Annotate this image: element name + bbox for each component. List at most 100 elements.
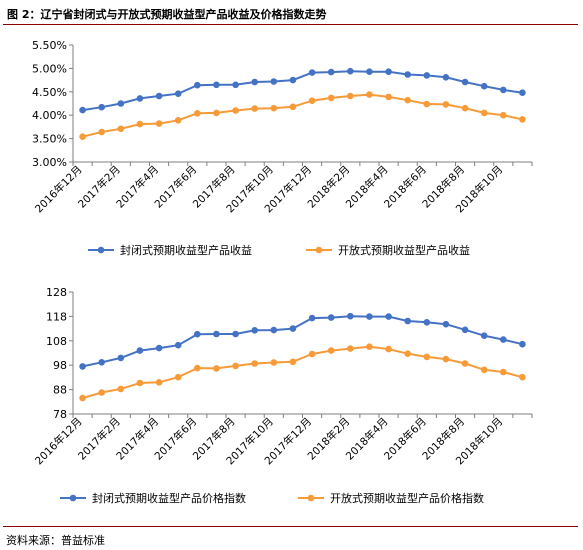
data-point: [289, 76, 297, 84]
legend-label: 封闭式预期收益型产品价格指数: [92, 491, 246, 505]
data-point: [136, 379, 144, 387]
data-point: [442, 355, 450, 363]
y-tick-label: 4.50%: [32, 86, 67, 99]
legend-label: 封闭式预期收益型产品收益: [120, 243, 252, 257]
data-point: [519, 340, 526, 348]
legend-swatch-marker: [315, 246, 323, 254]
data-point: [404, 96, 412, 104]
data-point: [155, 379, 163, 386]
data-point: [79, 133, 86, 140]
data-point: [347, 312, 354, 320]
data-point: [98, 103, 105, 111]
data-point: [155, 344, 163, 352]
data-point: [366, 343, 373, 350]
data-point: [442, 320, 450, 328]
data-point: [423, 100, 431, 108]
data-point: [194, 110, 201, 117]
data-point: [289, 103, 297, 111]
data-point: [423, 72, 431, 79]
y-tick-label: 3.50%: [32, 133, 67, 146]
source-note: 资料来源：普益标准: [6, 534, 105, 547]
data-point: [232, 362, 239, 370]
data-point: [213, 330, 220, 338]
data-point: [347, 345, 354, 352]
y-tick-label: 98: [53, 359, 67, 372]
data-point: [308, 97, 316, 104]
data-point: [500, 86, 507, 94]
data-point: [270, 78, 278, 85]
data-point: [174, 117, 182, 124]
series-line: [82, 93, 523, 138]
data-point: [404, 317, 412, 325]
title-divider: [3, 24, 578, 25]
data-point: [308, 69, 316, 76]
data-point: [232, 107, 239, 114]
y-tick-label: 108: [46, 335, 67, 348]
series-line: [82, 345, 523, 400]
data-point: [79, 106, 86, 114]
data-point: [117, 125, 125, 133]
data-point: [232, 330, 239, 338]
data-point: [98, 389, 105, 396]
data-point: [251, 105, 258, 112]
data-point: [461, 104, 469, 112]
data-point: [480, 332, 488, 339]
y-tick-label: 3.00%: [32, 156, 67, 169]
data-point: [385, 68, 392, 75]
legend-swatch-marker: [69, 494, 77, 502]
price-index-chart: 7888981081181282016年12月2017年2月2017年4月201…: [32, 286, 533, 505]
footer-divider: [3, 526, 578, 527]
data-point: [136, 120, 144, 128]
y-tick-label: 5.00%: [32, 62, 67, 75]
data-point: [308, 350, 316, 358]
data-point: [117, 100, 125, 107]
data-point: [385, 345, 392, 353]
data-point: [194, 330, 201, 338]
y-tick-label: 118: [46, 310, 67, 323]
data-point: [98, 128, 105, 136]
data-point: [289, 325, 297, 332]
data-point: [404, 350, 412, 357]
data-point: [213, 81, 220, 89]
data-point: [117, 385, 125, 393]
data-point: [461, 326, 469, 334]
data-point: [423, 319, 431, 326]
data-point: [461, 360, 469, 367]
data-point: [442, 74, 450, 81]
data-point: [480, 366, 488, 374]
data-point: [347, 67, 354, 75]
data-point: [79, 363, 86, 370]
y-tick-label: 5.50%: [32, 39, 67, 52]
data-point: [194, 81, 201, 89]
y-tick-label: 88: [53, 384, 67, 397]
data-point: [327, 347, 335, 354]
y-tick-label: 4.00%: [32, 109, 67, 122]
data-point: [327, 68, 335, 76]
figure-title-bar: 图 2：辽宁省封闭式与开放式预期收益型产品收益及价格指数走势: [3, 4, 578, 25]
data-point: [289, 358, 297, 366]
data-point: [500, 111, 507, 119]
legend-label: 开放式预期收益型产品价格指数: [330, 491, 484, 505]
x-tick-label: 2016年12月: [32, 163, 84, 215]
y-tick-label: 128: [46, 286, 67, 299]
data-point: [136, 347, 144, 354]
data-point: [155, 120, 163, 127]
legend-swatch-marker: [307, 494, 315, 502]
data-point: [519, 89, 526, 96]
data-point: [308, 314, 316, 322]
y-tick-label: 78: [53, 408, 67, 421]
data-point: [519, 116, 526, 123]
data-point: [174, 373, 182, 381]
data-point: [385, 313, 392, 320]
data-point: [251, 360, 258, 367]
data-point: [327, 314, 335, 321]
data-point: [480, 109, 488, 117]
data-point: [174, 90, 182, 97]
data-point: [327, 94, 335, 102]
data-point: [519, 373, 526, 381]
data-point: [270, 326, 278, 334]
data-point: [194, 364, 201, 372]
data-point: [500, 336, 507, 343]
data-point: [366, 313, 373, 320]
data-point: [480, 82, 488, 90]
